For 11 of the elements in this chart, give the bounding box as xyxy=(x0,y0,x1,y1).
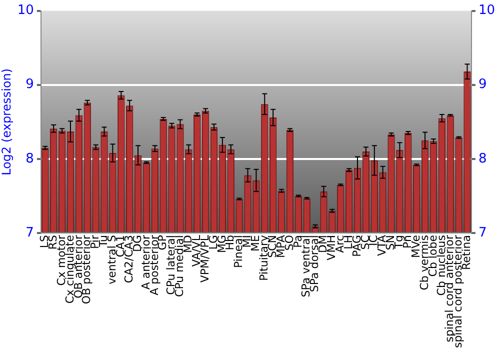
y-tick-label: 7 xyxy=(26,225,34,240)
x-tick-label: Pituitary xyxy=(258,234,270,281)
y-tick-label: 8 xyxy=(26,151,34,166)
y-tick-label: 9 xyxy=(26,77,34,92)
x-tick-label: Retina xyxy=(460,235,474,270)
y2-tick-label: 10 xyxy=(478,3,496,18)
y2-tick-label: 7 xyxy=(478,225,487,240)
y2-tick-label: 8 xyxy=(478,151,487,166)
y-axis-title: Log2 (expression) xyxy=(0,68,14,176)
y-tick-label: 10 xyxy=(17,3,34,18)
y2-tick-label: 9 xyxy=(478,77,487,92)
